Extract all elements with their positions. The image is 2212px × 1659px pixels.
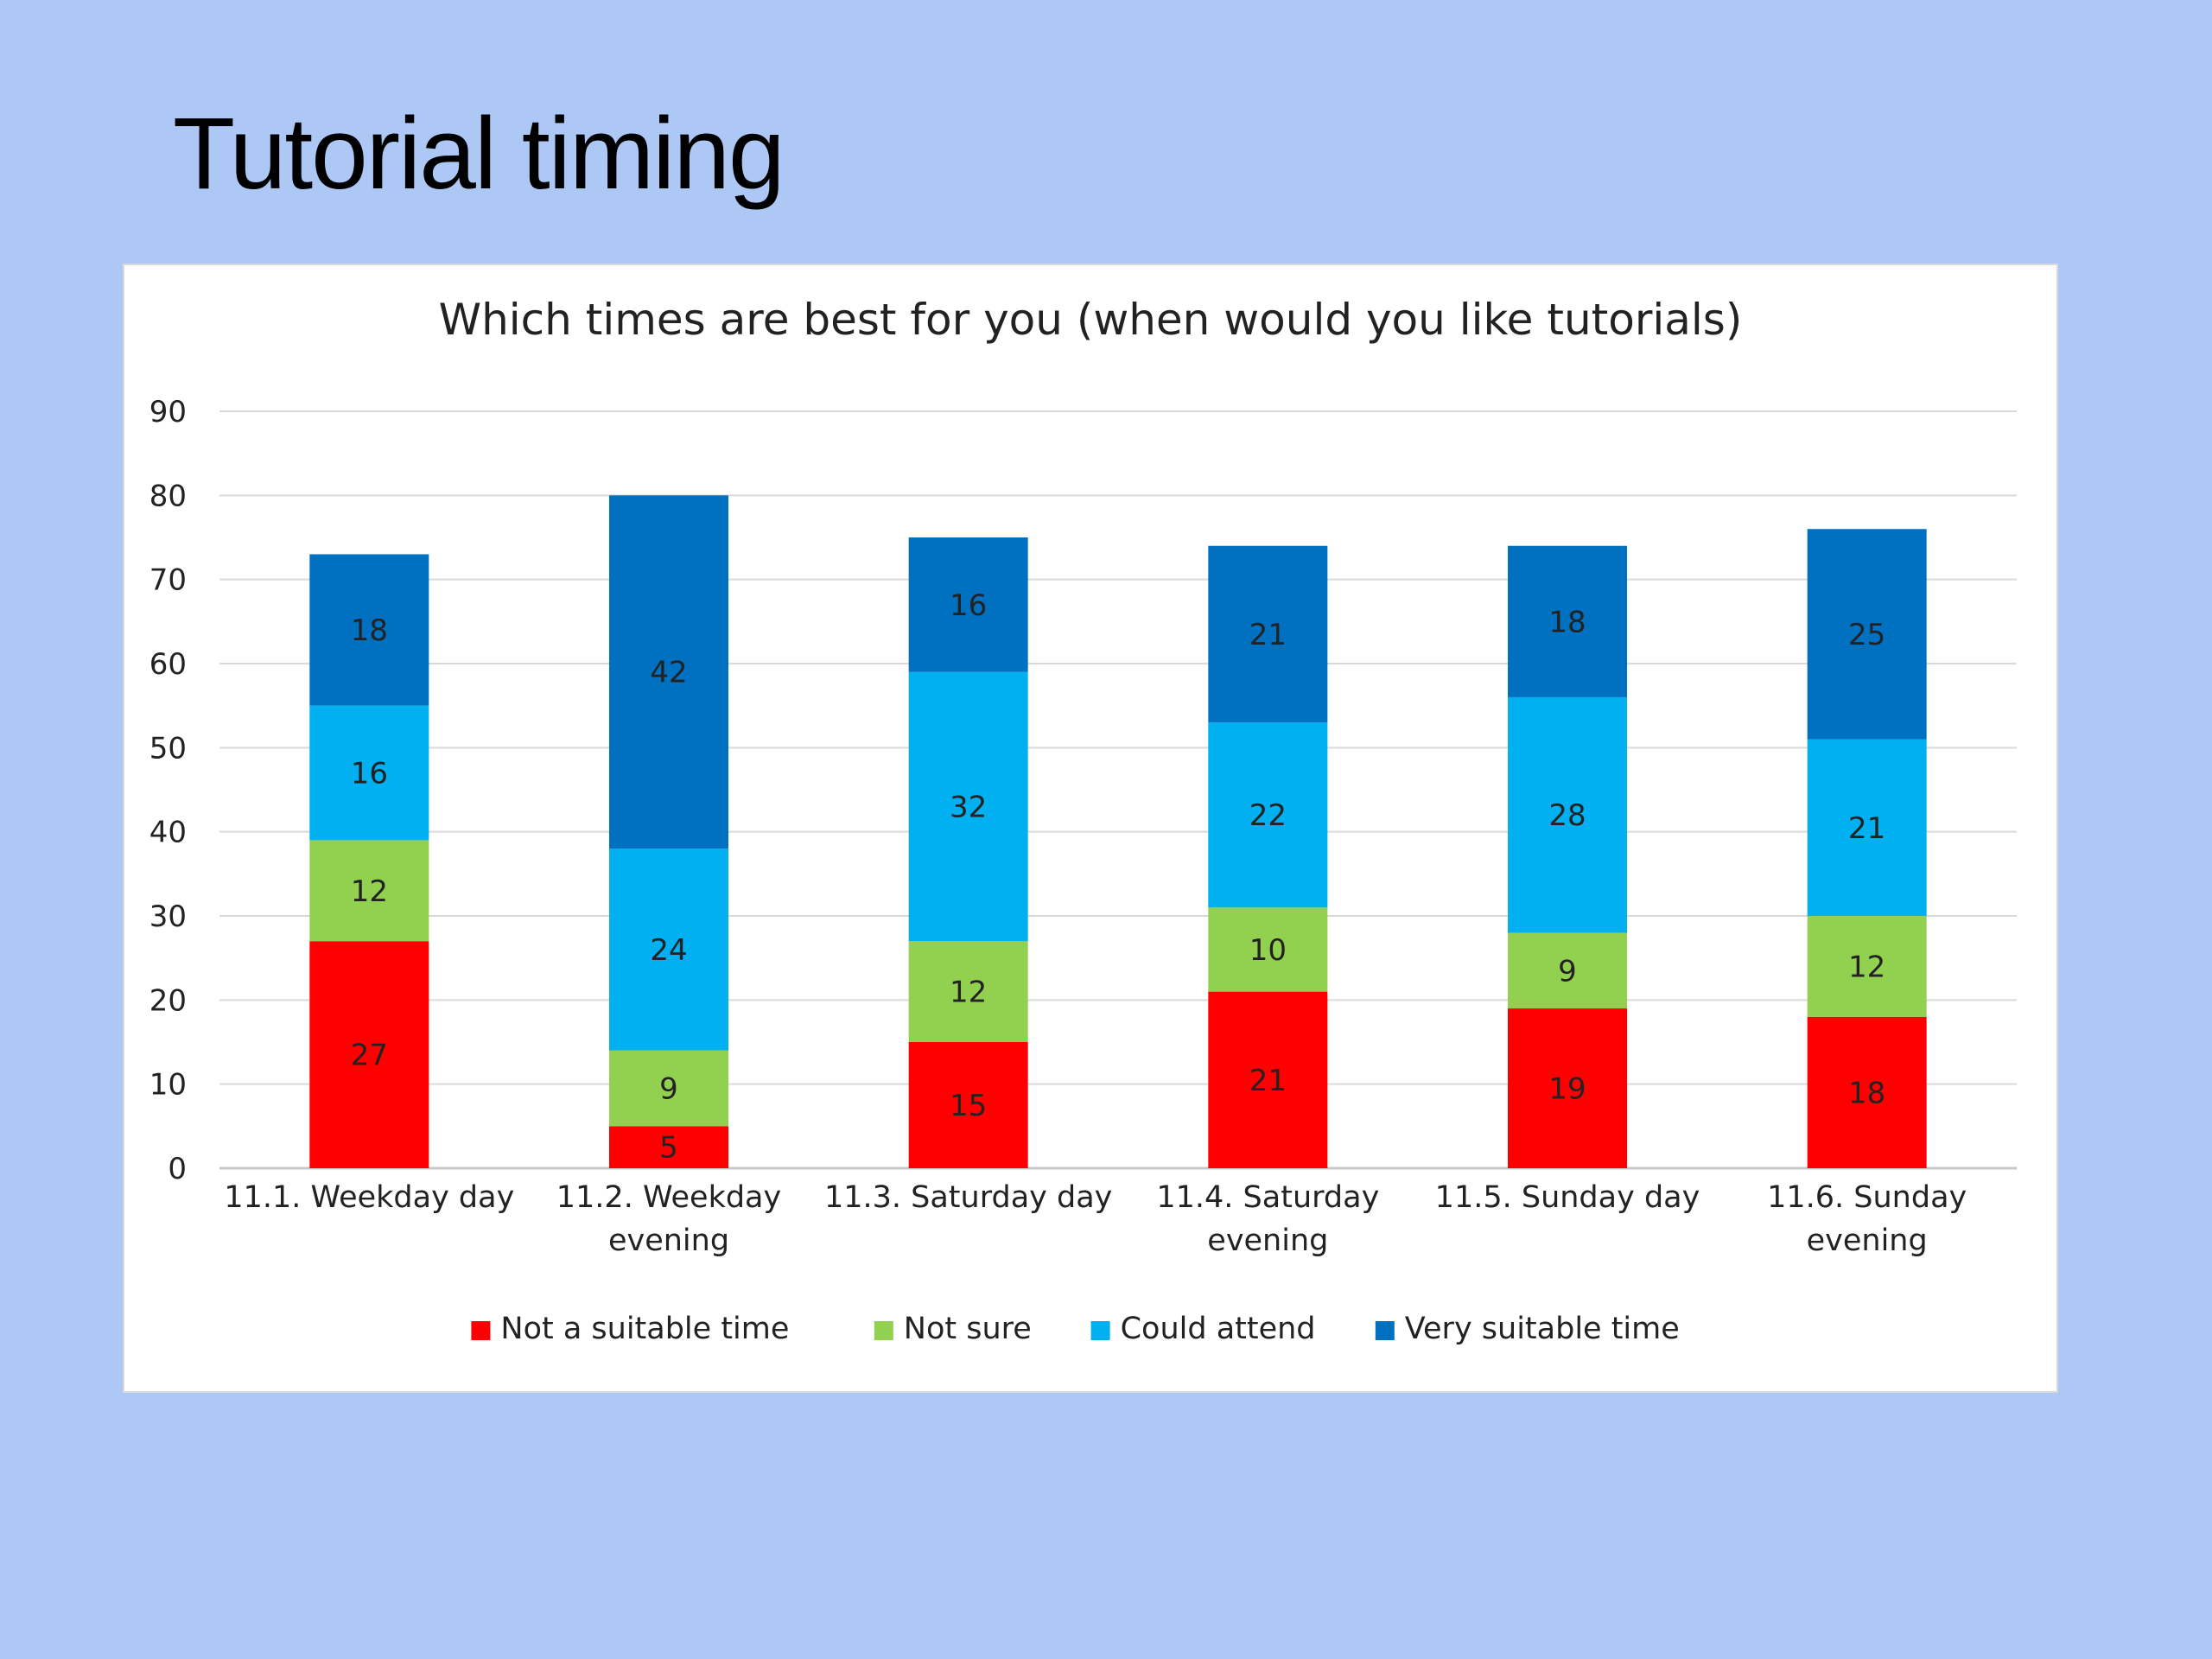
bar-segment	[1807, 529, 1927, 740]
y-tick-label: 90	[149, 395, 187, 429]
data-label: 42	[650, 656, 687, 690]
data-label: 25	[1848, 618, 1885, 652]
bar-segment	[309, 840, 429, 942]
legend-item: Not sure	[874, 1312, 1032, 1346]
bar-segment	[609, 1126, 728, 1168]
y-tick-label: 0	[168, 1152, 187, 1186]
data-label: 15	[950, 1089, 987, 1123]
data-label: 19	[1548, 1072, 1586, 1107]
data-label: 12	[351, 874, 388, 909]
bar-segment	[1508, 696, 1627, 933]
legend-swatch	[1375, 1321, 1395, 1340]
bar-segment	[1208, 991, 1328, 1168]
x-tick-label: 11.6. Sunday evening	[1767, 1180, 1967, 1258]
data-label: 12	[1848, 950, 1885, 984]
bar-segment	[1807, 916, 1927, 1017]
bar-segment	[1807, 739, 1927, 916]
data-label: 9	[1558, 954, 1577, 988]
data-label: 18	[1848, 1076, 1885, 1110]
data-label: 21	[1249, 1064, 1287, 1098]
data-label: 28	[1548, 798, 1586, 833]
x-tick-label: 11.1. Weekday day	[224, 1180, 514, 1215]
legend-item: Not a suitable time	[471, 1312, 789, 1346]
x-tick-label: 11.4. Saturday evening	[1156, 1180, 1379, 1258]
bar-segment	[1508, 932, 1627, 1009]
data-label: 10	[1249, 933, 1287, 968]
bar-segment	[1807, 1016, 1927, 1168]
bar-segment	[1208, 545, 1328, 723]
data-label: 16	[351, 757, 388, 791]
legend-label: Not sure	[904, 1312, 1032, 1346]
bar-segment	[908, 1042, 1028, 1168]
bar-segment	[908, 671, 1028, 942]
data-label: 22	[1249, 798, 1287, 833]
bar-segment	[1508, 1008, 1627, 1168]
y-tick-label: 80	[149, 479, 187, 513]
bar-segment	[609, 1050, 728, 1127]
bar-segment	[908, 537, 1028, 672]
bar-segment	[1508, 545, 1627, 697]
data-label: 18	[1548, 605, 1586, 639]
bar-segment	[309, 705, 429, 841]
y-tick-label: 70	[149, 563, 187, 598]
chart-panel: Which times are best for you (when would…	[123, 264, 2058, 1393]
slide-title: Tutorial timing	[173, 97, 785, 211]
chart-title: Which times are best for you (when would…	[439, 295, 1743, 345]
legend-label: Very suitable time	[1405, 1312, 1680, 1346]
data-label: 12	[950, 976, 987, 1010]
data-label: 24	[650, 933, 687, 968]
data-label: 5	[659, 1131, 678, 1166]
data-label: 21	[1249, 618, 1287, 652]
y-tick-label: 60	[149, 647, 187, 682]
legend-item: Very suitable time	[1375, 1312, 1680, 1346]
x-tick-label: 11.2. Weekday evening	[556, 1180, 781, 1258]
x-tick-label: 11.5. Sunday day	[1435, 1180, 1700, 1215]
bar-segment	[1208, 907, 1328, 992]
legend-label: Not a suitable time	[500, 1312, 789, 1346]
data-label: 27	[351, 1039, 388, 1073]
y-tick-label: 20	[149, 983, 187, 1018]
y-tick-label: 10	[149, 1068, 187, 1103]
bar-segment	[1208, 722, 1328, 908]
legend-item: Could attend	[1090, 1312, 1316, 1346]
data-label: 32	[950, 790, 987, 824]
data-label: 9	[659, 1072, 678, 1107]
y-tick-label: 40	[149, 816, 187, 850]
legend-swatch	[874, 1321, 893, 1340]
stacked-bar-chart: Which times are best for you (when would…	[149, 295, 2017, 1346]
legend-swatch	[1090, 1321, 1110, 1340]
bar-segment	[609, 849, 728, 1051]
bar-segment	[609, 495, 728, 849]
y-tick-label: 30	[149, 899, 187, 934]
data-label: 18	[351, 613, 388, 648]
bar-segment	[309, 554, 429, 706]
legend-label: Could attend	[1121, 1312, 1316, 1346]
data-label: 16	[950, 588, 987, 623]
y-tick-label: 50	[149, 731, 187, 766]
x-tick-label: 11.3. Saturday day	[824, 1180, 1112, 1215]
bar-segment	[309, 941, 429, 1168]
data-label: 21	[1848, 811, 1885, 846]
bar-segment	[908, 941, 1028, 1042]
legend-swatch	[471, 1321, 491, 1340]
